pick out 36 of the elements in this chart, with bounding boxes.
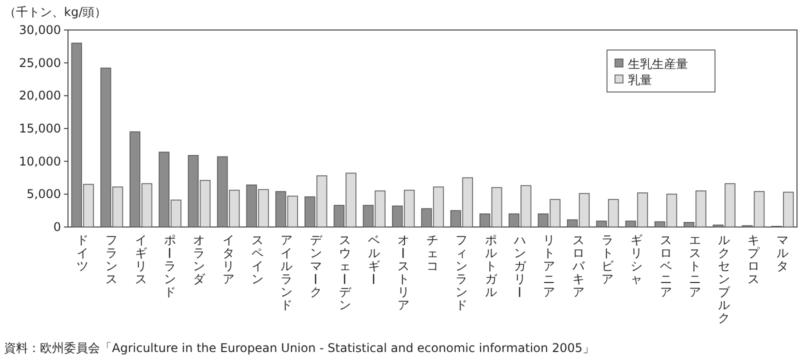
- x-tick-label: スウェーデン: [337, 233, 352, 312]
- x-tick-label: エストニア: [688, 233, 701, 299]
- x-tick-label: ベルギー: [366, 233, 380, 285]
- x-tick-label: ルクセンブルク: [718, 233, 732, 325]
- x-tick-label: スロベニア: [660, 233, 672, 299]
- legend-label: 生乳生産量: [628, 57, 688, 71]
- y-tick-label: 0: [53, 220, 61, 234]
- x-tick-label: スペイン: [252, 233, 264, 286]
- x-tick-label: アイルランド: [280, 233, 293, 312]
- x-tick-label: オランダ: [193, 233, 206, 286]
- x-tick-label: キプロス: [747, 233, 760, 286]
- x-tick-label: イタリア: [222, 233, 234, 286]
- x-tick-label: スロバキア: [571, 233, 586, 299]
- y-tick-label: 20,000: [19, 88, 61, 103]
- x-tick-label: オーストリア: [395, 233, 410, 312]
- x-tick-label: フランス: [106, 233, 118, 286]
- y-tick-label: 30,000: [19, 23, 61, 37]
- legend-label: 乳量: [628, 73, 652, 87]
- y-tick-label: 25,000: [19, 56, 61, 70]
- x-tick-label: ギリシャ: [630, 233, 643, 286]
- x-tick-label: ハンガリー: [512, 233, 527, 298]
- y-tick-label: 15,000: [19, 122, 61, 136]
- x-tick-label: デンマーク: [308, 233, 323, 299]
- x-tick-label: ポルトガル: [484, 233, 498, 299]
- y-tick-label: 5,000: [26, 187, 61, 202]
- x-tick-label: ラトビア: [601, 233, 614, 286]
- y-axis-title: （千トン、kg/頭）: [4, 5, 107, 19]
- x-tick-label: マルタ: [776, 233, 788, 273]
- text: 資料：欧州委員会「Agriculture in the European Union - Statistical and economic information 2005」: [4, 341, 594, 355]
- x-tick-label: ドイツ: [76, 233, 89, 273]
- x-tick-label: イギリス: [134, 233, 147, 286]
- x-tick-label: ポーランド: [162, 233, 176, 299]
- x-tick-label: チェコ: [426, 233, 438, 273]
- x-tick-label: フィンランド: [456, 233, 468, 312]
- y-tick-label: 10,000: [19, 154, 61, 168]
- x-tick-label: リトアニア: [543, 233, 556, 299]
